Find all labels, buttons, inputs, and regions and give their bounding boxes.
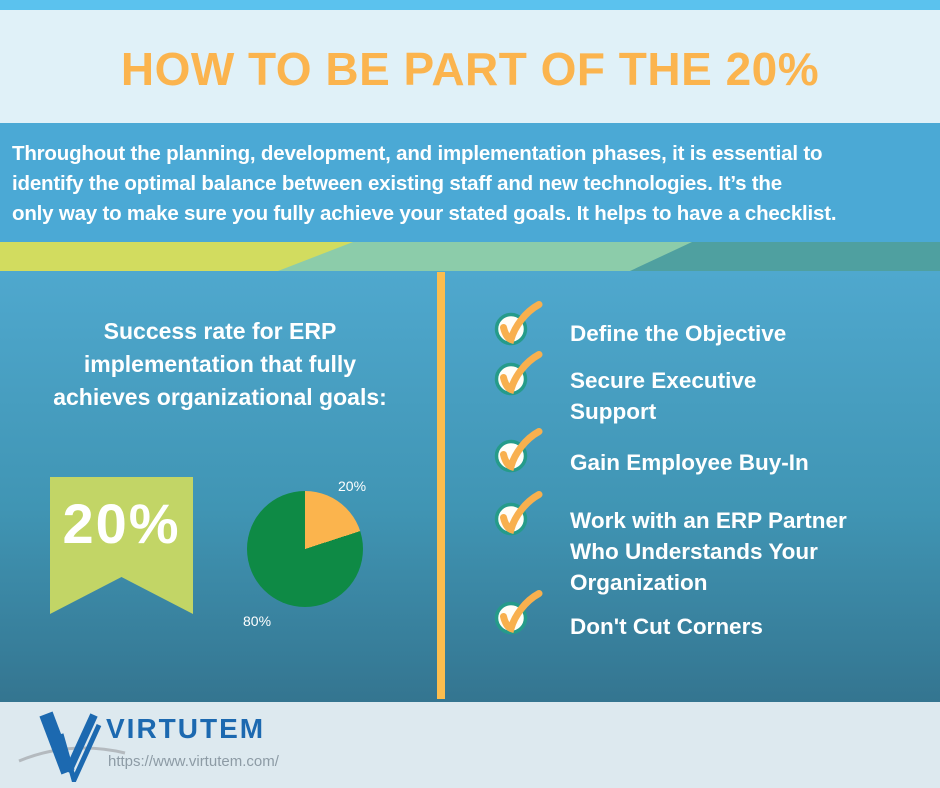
check-circle-icon (494, 491, 543, 536)
header: HOW TO BE PART OF THE 20% (0, 10, 940, 123)
vertical-divider (437, 272, 445, 699)
stat-heading-line: Success rate for ERP (103, 318, 337, 344)
pie-slice-label-large: 80% (243, 613, 272, 629)
checklist-item: Define the Objective (494, 300, 786, 349)
checklist-item-label: Secure Executive Support (570, 368, 757, 424)
check-circle-icon (494, 428, 543, 473)
diagonal-accent-band (0, 242, 940, 271)
checklist-item-label: Work with an ERP Partner Who Understands… (570, 508, 847, 595)
intro-line: Throughout the planning, development, an… (12, 142, 823, 165)
pie-chart (247, 491, 363, 607)
ribbon-value: 20% (62, 492, 181, 555)
checklist-item: Work with an ERP Partner Who Understands… (494, 490, 860, 598)
check-circle-icon (494, 590, 543, 635)
ribbon-badge: 20% (50, 477, 193, 614)
page-title: HOW TO BE PART OF THE 20% (120, 42, 820, 95)
brand-url: https://www.virtutem.com/ (108, 753, 279, 770)
checklist-item-label: Gain Employee Buy-In (570, 450, 809, 475)
content-area: Success rate for ERP implementation that… (0, 271, 940, 702)
pie-slice-label-small: 20% (338, 478, 367, 494)
brand-name: VIRTUTEM (106, 713, 266, 744)
intro-line: identify the optimal balance between exi… (12, 172, 782, 195)
stat-heading-line: implementation that fully (83, 351, 357, 377)
intro-paragraph: Throughout the planning, development, an… (0, 123, 940, 242)
checklist-item: Secure Executive Support (494, 350, 785, 427)
stat-heading: Success rate for ERP implementation that… (20, 315, 420, 414)
logo-v-icon (18, 711, 126, 782)
footer: VIRTUTEM https://www.virtutem.com/ (0, 702, 940, 788)
stat-heading-line: achieves organizational goals: (53, 384, 387, 410)
top-accent-strip (0, 0, 940, 10)
check-circle-icon (494, 301, 543, 346)
intro-line: only way to make sure you fully achieve … (12, 202, 837, 225)
checklist-item-label: Don't Cut Corners (570, 614, 763, 639)
checklist-item: Gain Employee Buy-In (494, 427, 809, 478)
checklist-item-label: Define the Objective (570, 321, 787, 346)
check-circle-icon (494, 351, 543, 396)
logo-swoosh (18, 746, 126, 763)
checklist-item: Don't Cut Corners (494, 589, 763, 642)
